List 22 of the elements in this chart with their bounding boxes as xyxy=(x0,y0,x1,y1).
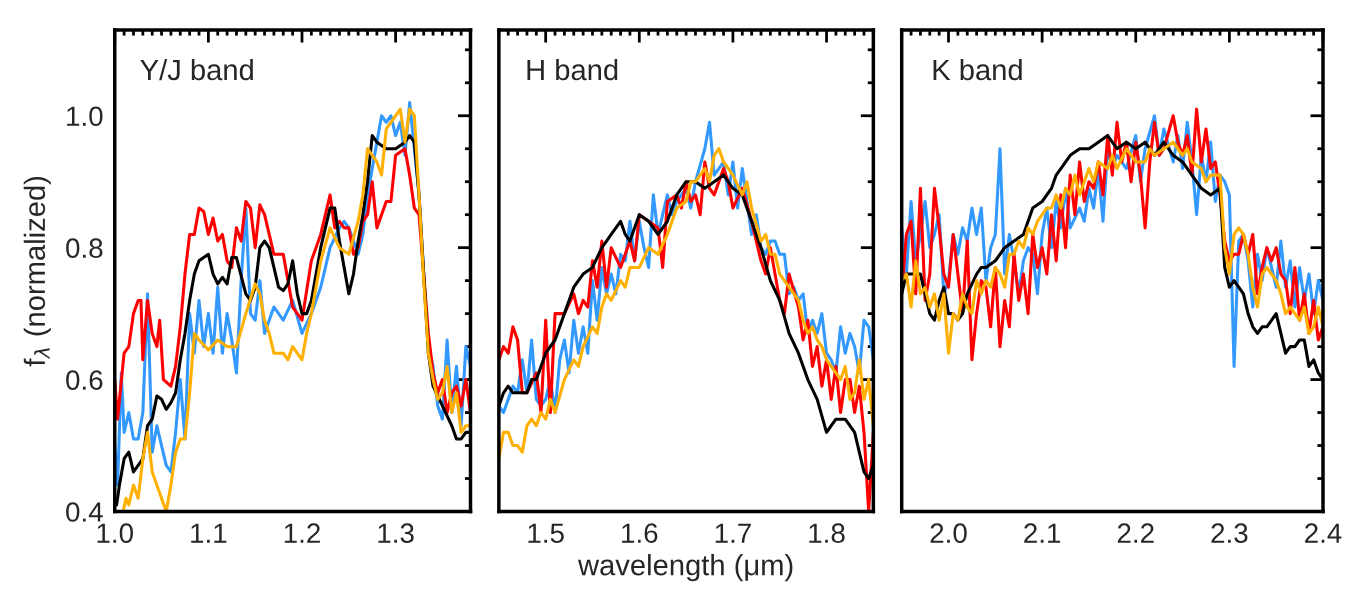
x-tick-label: 1.2 xyxy=(284,523,320,543)
x-tick-label: 1.1 xyxy=(191,523,227,543)
text: K band xyxy=(933,58,1022,81)
x-tick-label: 1.7 xyxy=(715,523,751,543)
y-tick-label: 0.6 xyxy=(66,370,103,390)
x-axis-title: wavelength (μm) xyxy=(577,554,793,582)
x-tick-label: 1.5 xyxy=(528,523,564,544)
x-tick-label: 2.3 xyxy=(1211,523,1248,544)
text: H band xyxy=(527,58,618,81)
text: Y/J band xyxy=(140,58,253,81)
x-tick-label: 1.8 xyxy=(809,523,845,544)
y-axis-title: f$_{λ}$ (normalized) xyxy=(23,176,51,367)
x-tick-label: 2.2 xyxy=(1117,523,1154,543)
x-tick-label: 2.4 xyxy=(1305,523,1342,543)
x-tick-label: 2.1 xyxy=(1024,523,1061,543)
x-tick-label: 1.3 xyxy=(378,523,414,544)
y-tick-label: 0.8 xyxy=(66,238,103,258)
x-tick-label: 1.6 xyxy=(622,523,658,544)
y-tick-label: 1.0 xyxy=(67,106,103,127)
x-tick-label: 1.0 xyxy=(97,523,133,544)
y-tick-label: 0.4 xyxy=(66,502,103,522)
x-tick-label: 2.0 xyxy=(930,523,967,544)
